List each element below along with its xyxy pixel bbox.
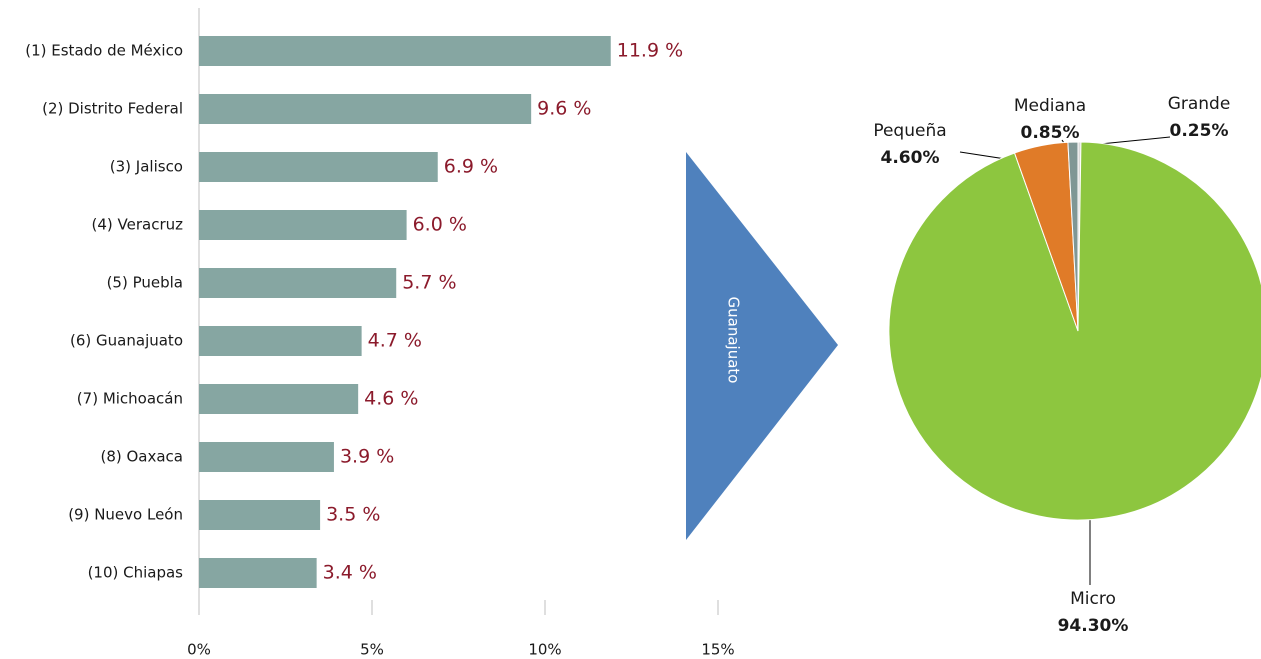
value-label: 3.9 %	[340, 446, 394, 468]
value-label: 11.9 %	[617, 40, 683, 62]
value-label: 3.5 %	[326, 504, 380, 526]
value-label: 6.9 %	[444, 156, 498, 178]
x-tick-label: 5%	[360, 641, 384, 659]
value-label: 5.7 %	[402, 272, 456, 294]
arrow	[686, 152, 838, 540]
bar	[199, 152, 438, 182]
x-tick-label: 0%	[187, 641, 211, 659]
arrow-label: Guanajuato	[725, 297, 743, 384]
pie-slice	[888, 141, 1261, 521]
bar	[199, 326, 362, 356]
slice-name: Mediana	[1014, 96, 1086, 116]
category-label: (4) Veracruz	[92, 216, 184, 234]
slice-name: Pequeña	[873, 121, 946, 141]
slice-name: Micro	[1070, 589, 1116, 609]
slice-name: Grande	[1168, 94, 1231, 114]
category-label: (1) Estado de México	[25, 42, 183, 60]
pie-slice	[1067, 141, 1079, 332]
value-label: 6.0 %	[413, 214, 467, 236]
category-label: (2) Distrito Federal	[42, 100, 183, 118]
bar	[199, 558, 317, 588]
value-label: 9.6 %	[537, 98, 591, 120]
slice-value: 0.85%	[1021, 123, 1080, 143]
bar	[199, 94, 532, 124]
value-label: 4.6 %	[364, 388, 418, 410]
bar	[199, 500, 321, 530]
bar	[199, 442, 334, 472]
x-tick-label: 10%	[528, 641, 561, 659]
bar	[199, 210, 407, 240]
slice-value: 4.60%	[881, 148, 940, 168]
category-label: (10) Chiapas	[88, 564, 184, 582]
slice-value: 94.30%	[1058, 616, 1129, 636]
bar	[199, 268, 397, 298]
category-label: (8) Oaxaca	[100, 448, 183, 466]
bar	[199, 36, 611, 66]
category-label: (3) Jalisco	[110, 158, 183, 176]
category-label: (5) Puebla	[107, 274, 183, 292]
category-label: (7) Michoacán	[77, 390, 183, 408]
slice-value: 0.25%	[1170, 121, 1229, 141]
value-label: 4.7 %	[368, 330, 422, 352]
category-label: (6) Guanajuato	[70, 332, 183, 350]
bar	[199, 384, 359, 414]
x-tick-label: 15%	[701, 641, 734, 659]
value-label: 3.4 %	[323, 562, 377, 584]
category-label: (9) Nuevo León	[68, 506, 183, 524]
